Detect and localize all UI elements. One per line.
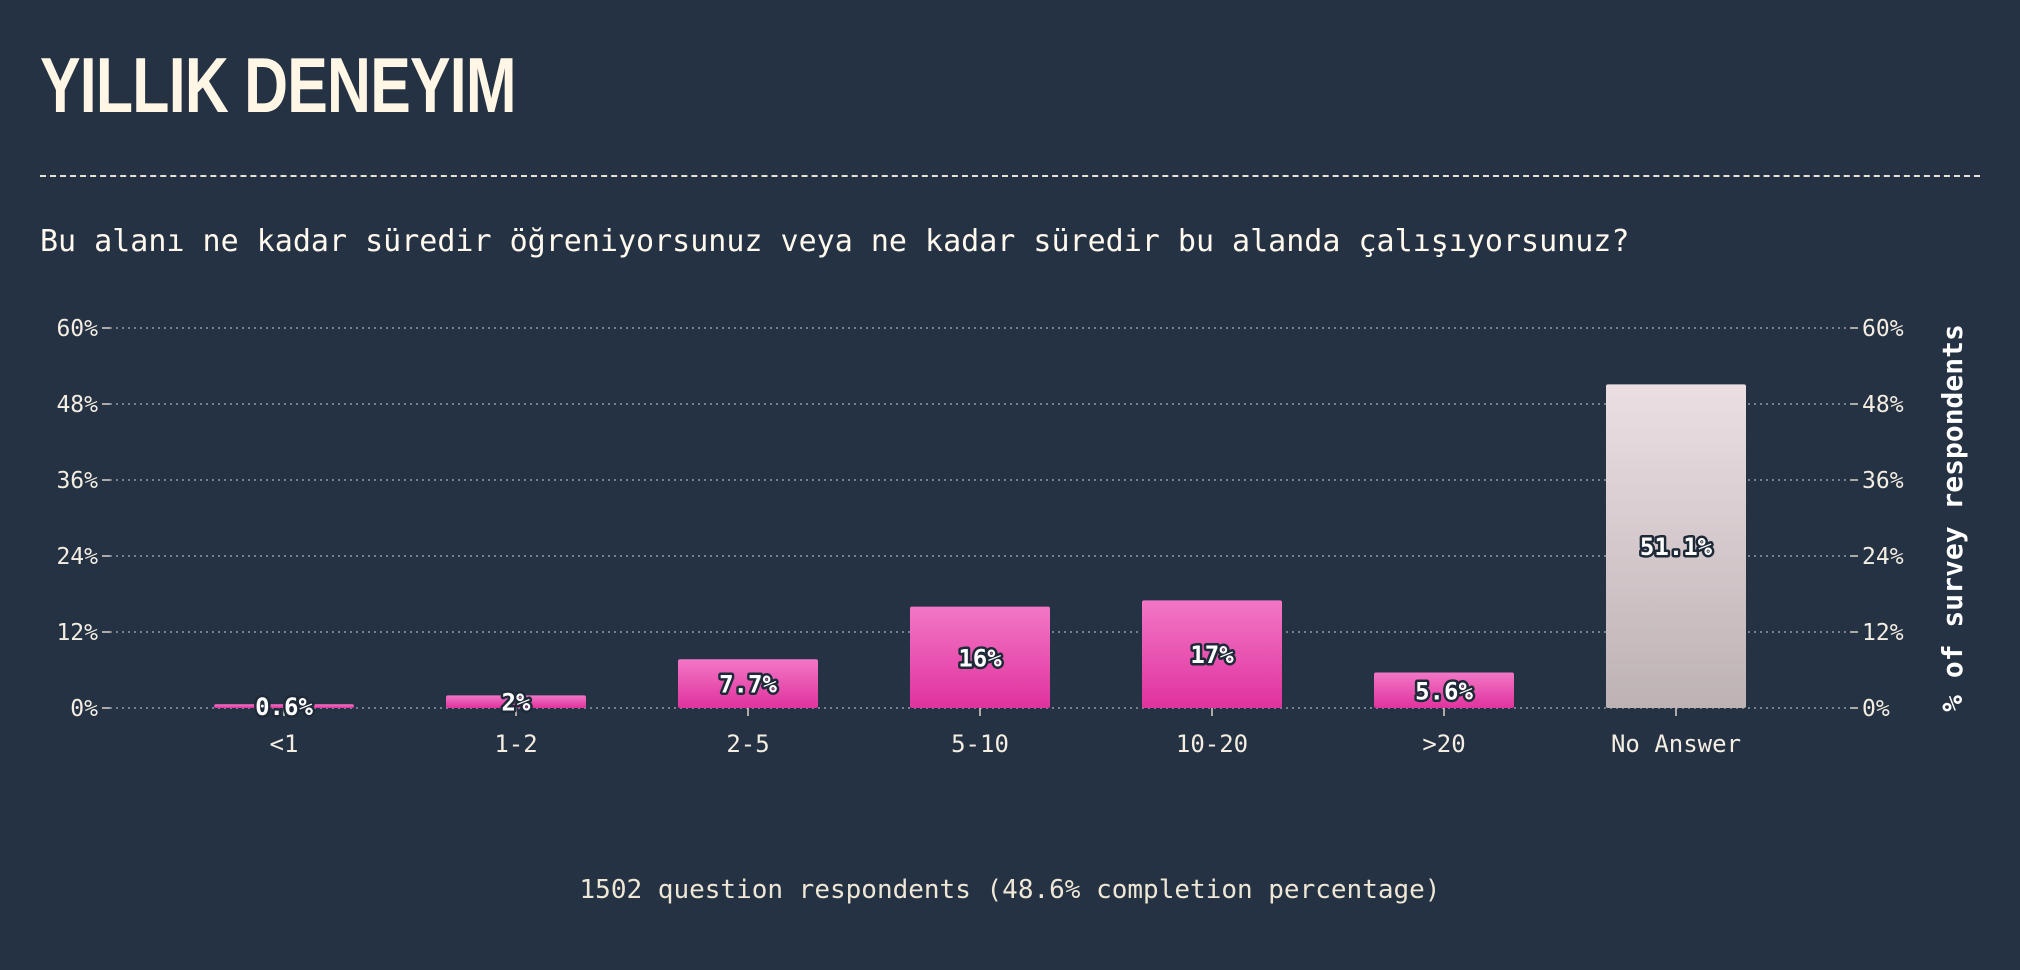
category-label: 10-20 [1176,730,1248,758]
category-label: 5-10 [951,730,1009,758]
right-tick-label: 0% [1862,696,1890,722]
left-tick-label: 60% [56,316,98,342]
bar [1606,384,1746,708]
value-label: 51.1% [1640,533,1713,561]
value-labels: 0.6% 2% 7.7% 16% 17% 5.6% 51.1% [253,531,1716,724]
category-label: 2-5 [726,730,769,758]
right-tick-label: 60% [1862,316,1904,342]
bar [1374,672,1514,708]
category-label: <1 [270,730,299,758]
x-axis: <1 1-2 2-5 5-10 10-20 >20 No Answer [270,708,1741,758]
left-y-axis: 0% 12% 24% 36% 48% 60% [56,316,110,722]
category-label: >20 [1422,730,1465,758]
bar [446,695,586,708]
value-label: 2% [502,689,531,717]
left-tick-label: 36% [56,468,98,494]
right-tick-label: 24% [1862,544,1904,570]
category-label: 1-2 [494,730,537,758]
survey-question: Bu alanı ne kadar süredir öğreniyorsunuz… [40,224,1630,259]
category-label: No Answer [1611,730,1741,758]
bar [910,606,1050,708]
y-axis-title: % of survey respondents [1936,324,1969,712]
value-label: 0.6% [255,693,313,721]
left-tick-label: 48% [56,392,98,418]
left-tick-label: 12% [56,620,98,646]
bar [214,704,354,708]
value-label: 17% [1190,641,1234,669]
bar-chart: 0% 12% 24% 36% 48% 60% 0% 12% 24% 36% 48% 60% <1 1-… [56,316,1969,758]
right-tick-label: 36% [1862,468,1904,494]
right-tick-label: 48% [1862,392,1904,418]
value-label: 5.6% [1415,677,1473,705]
left-tick-label: 0% [70,696,98,722]
value-label: 7.7% [719,671,777,699]
bars [214,384,1746,708]
right-y-axis: 0% 12% 24% 36% 48% 60% [1850,316,1904,722]
bar [1142,600,1282,708]
right-tick-label: 12% [1862,620,1904,646]
bar [678,659,818,708]
respondents-footnote: 1502 question respondents (48.6% complet… [579,875,1441,905]
left-tick-label: 24% [56,544,98,570]
title-divider [40,175,1980,177]
value-label: 16% [958,644,1002,672]
page-title: YILLIK DENEYIM [40,41,517,129]
